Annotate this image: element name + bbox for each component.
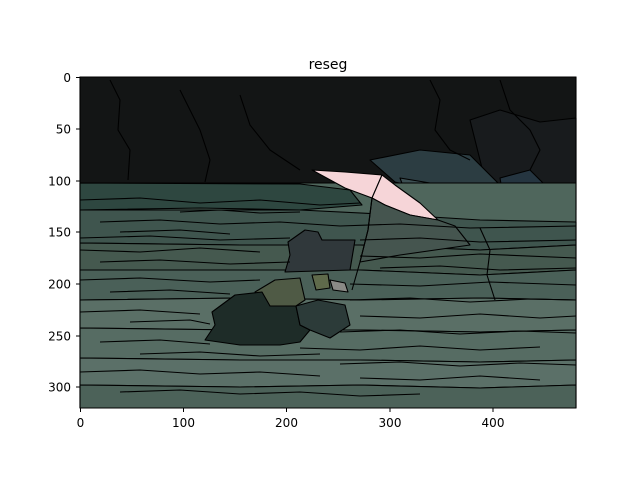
- y-tick-label-100: 100: [48, 175, 71, 189]
- x-tick-label-200: 200: [275, 416, 298, 430]
- y-tick-label-250: 250: [48, 330, 71, 344]
- segmentation-image: [79, 76, 577, 409]
- y-axis: 0 50 100 150 200 250 300: [48, 71, 80, 395]
- person-region: [284, 229, 356, 273]
- x-tick-label-400: 400: [482, 416, 505, 430]
- bright-object-region: [329, 279, 349, 293]
- segment-boundaries: [79, 79, 577, 397]
- x-axis: 0 100 200 300 400: [77, 408, 505, 430]
- y-tick-label-150: 150: [48, 226, 71, 240]
- x-tick-label-0: 0: [77, 416, 85, 430]
- y-tick-label-0: 0: [63, 71, 71, 85]
- small-object-region: [311, 273, 331, 291]
- x-tick-label-300: 300: [379, 416, 402, 430]
- water-band-top: [79, 182, 363, 211]
- y-tick-label-300: 300: [48, 381, 71, 395]
- y-tick-label-50: 50: [56, 123, 71, 137]
- y-tick-label-200: 200: [48, 278, 71, 292]
- x-tick-label-100: 100: [172, 416, 195, 430]
- water-band-8: [79, 384, 577, 409]
- axes-frame: [79, 76, 577, 409]
- plot-title: reseg: [309, 57, 348, 73]
- water-band-7: [79, 357, 577, 389]
